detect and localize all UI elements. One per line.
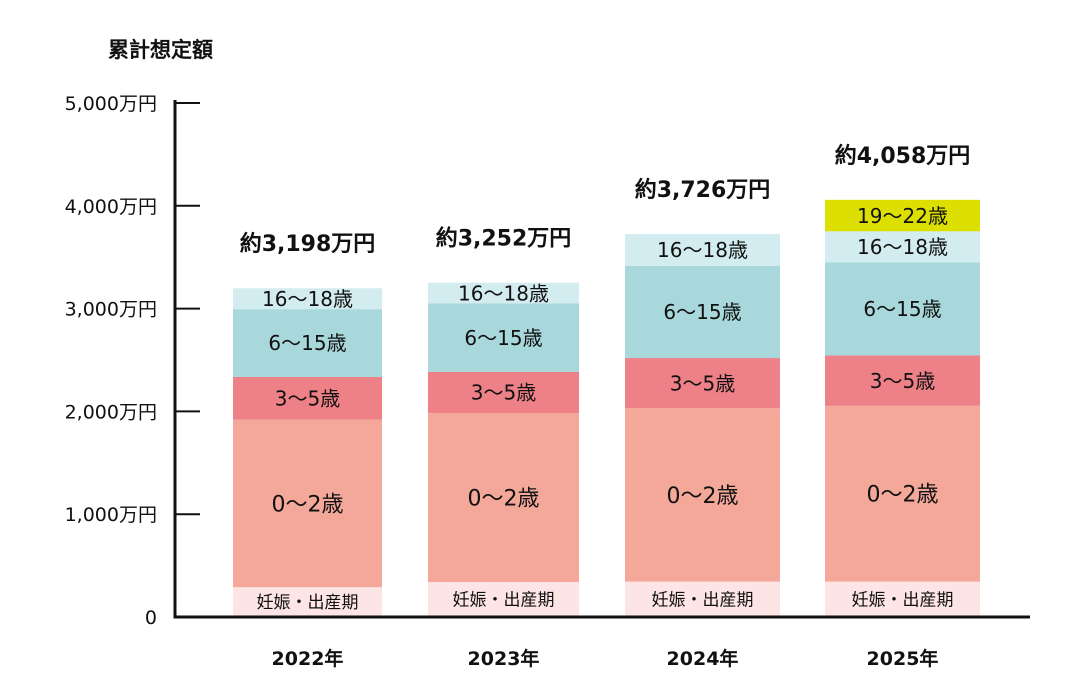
- y-tick-label: 0: [145, 607, 157, 629]
- segment-label: 16〜18歳: [857, 235, 948, 259]
- bar-segment: [825, 581, 980, 617]
- segment-label: 3〜5歳: [275, 386, 340, 410]
- bar-segment: [825, 405, 980, 582]
- bar-segment: [233, 587, 382, 617]
- total-label: 約3,198万円: [240, 231, 376, 257]
- segment-label: 0〜2歳: [272, 492, 344, 517]
- bar-segment: [825, 355, 980, 406]
- bar-segment: [625, 408, 780, 582]
- bar-segment: [233, 309, 382, 377]
- segment-label: 16〜18歳: [262, 287, 353, 311]
- bar-segment: [233, 376, 382, 420]
- total-label: 約3,252万円: [436, 226, 572, 252]
- x-tick-label: 2025年: [867, 647, 939, 670]
- segment-label: 0〜2歳: [667, 484, 739, 509]
- bar-segment: [233, 288, 382, 310]
- y-tick-label: 5,000万円: [65, 93, 157, 115]
- x-tick-label: 2023年: [468, 647, 540, 670]
- total-label: 約4,058万円: [835, 143, 971, 169]
- segment-label: 6〜15歳: [464, 326, 542, 350]
- segment-label: 0〜2歳: [468, 486, 540, 511]
- bar-segment: [825, 262, 980, 356]
- bar-segment: [233, 419, 382, 588]
- bar-segment: [428, 282, 579, 304]
- segment-label: 妊娠・出産期: [852, 590, 954, 610]
- segment-label: 6〜15歳: [863, 297, 941, 321]
- segment-label: 16〜18歳: [657, 238, 748, 262]
- x-tick-label: 2024年: [667, 647, 739, 670]
- y-tick-label: 2,000万円: [65, 401, 157, 423]
- segment-label: 16〜18歳: [458, 281, 549, 305]
- segment-label: 3〜5歳: [870, 369, 935, 393]
- y-tick-label: 3,000万円: [65, 299, 157, 321]
- total-label: 約3,726万円: [635, 177, 771, 203]
- bar-segment: [625, 358, 780, 409]
- segment-label: 妊娠・出産期: [257, 593, 359, 613]
- bar-segment: [428, 371, 579, 413]
- y-axis-title: 累計想定額: [108, 38, 213, 62]
- segment-label: 3〜5歳: [670, 371, 735, 395]
- bar-segment: [428, 303, 579, 372]
- segment-label: 6〜15歳: [663, 300, 741, 324]
- bar-segment: [625, 265, 780, 359]
- y-tick-label: 1,000万円: [65, 504, 157, 526]
- segment-label: 3〜5歳: [471, 381, 536, 405]
- segment-label: 妊娠・出産期: [453, 591, 555, 611]
- segment-label: 妊娠・出産期: [652, 590, 754, 610]
- bar-segment: [825, 231, 980, 263]
- bar-segment: [625, 581, 780, 617]
- bar-segment: [825, 199, 980, 232]
- bar-segment: [428, 582, 579, 617]
- segment-label: 6〜15歳: [268, 331, 346, 355]
- segment-label: 0〜2歳: [867, 483, 939, 508]
- x-tick-label: 2022年: [272, 647, 344, 670]
- segment-label: 19〜22歳: [857, 204, 948, 228]
- bar-segment: [428, 412, 579, 583]
- y-tick-label: 4,000万円: [65, 196, 157, 218]
- bar-segment: [625, 233, 780, 266]
